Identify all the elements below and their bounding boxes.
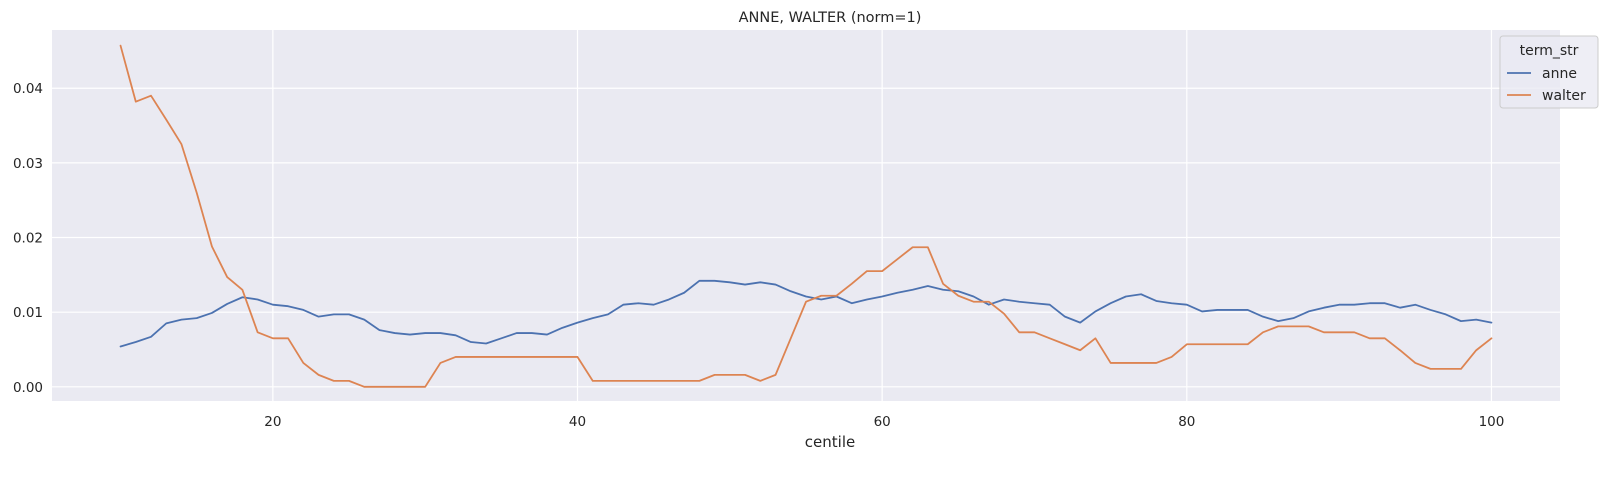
series-line-walter bbox=[119, 44, 1493, 388]
x-tick-label: 80 bbox=[1178, 414, 1195, 430]
x-tick-label: 20 bbox=[264, 414, 281, 430]
chart-title: ANNE, WALTER (norm=1) bbox=[739, 10, 922, 26]
legend: term_str anne walter bbox=[1499, 35, 1599, 109]
series-line-anne bbox=[119, 279, 1493, 348]
y-tick-label: 0.01 bbox=[13, 305, 43, 321]
grid bbox=[52, 30, 1560, 401]
x-axis-label: centile bbox=[805, 433, 855, 451]
legend-label-walter: walter bbox=[1542, 88, 1586, 104]
tick-labels: 20 40 60 80 100 0.00 0.01 0.02 0.03 0.04 bbox=[13, 81, 1504, 430]
plot-background bbox=[52, 30, 1560, 401]
x-tick-label: 100 bbox=[1479, 414, 1505, 430]
legend-label-anne: anne bbox=[1542, 66, 1577, 82]
x-tick-label: 60 bbox=[874, 414, 891, 430]
y-tick-label: 0.02 bbox=[13, 231, 43, 247]
x-tick-label: 40 bbox=[569, 414, 586, 430]
legend-title: term_str bbox=[1520, 43, 1579, 59]
y-tick-label: 0.04 bbox=[13, 81, 43, 97]
legend-box bbox=[1499, 35, 1599, 109]
series-lines bbox=[119, 44, 1493, 388]
y-tick-label: 0.03 bbox=[13, 156, 43, 172]
y-tick-label: 0.00 bbox=[13, 380, 43, 396]
